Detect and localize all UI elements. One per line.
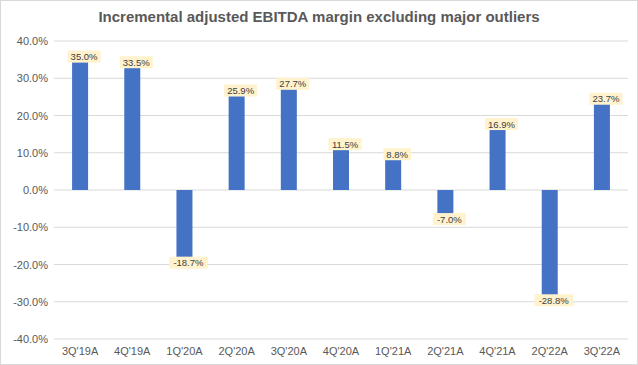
bar <box>437 190 453 216</box>
data-label: 23.7% <box>592 93 619 104</box>
x-tick-label: 1Q'21A <box>375 345 412 357</box>
y-tick-label: -30.0% <box>13 296 48 308</box>
data-label-box <box>120 56 153 68</box>
bar <box>490 127 506 190</box>
data-label-box <box>433 213 466 225</box>
bar <box>176 190 192 260</box>
x-tick-label: 3Q'20A <box>271 345 308 357</box>
y-tick-label: 0.0% <box>23 184 48 196</box>
chart-border <box>1 1 638 365</box>
data-label: -7.0% <box>437 214 462 225</box>
x-tick-label: 4Q'19A <box>114 345 151 357</box>
data-label: 33.5% <box>123 57 150 68</box>
grid-line <box>54 41 628 42</box>
data-label: 35.0% <box>71 51 98 62</box>
bar <box>72 60 88 190</box>
data-label: -18.7% <box>173 257 204 268</box>
bar <box>229 94 245 190</box>
data-label: 11.5% <box>332 139 359 150</box>
y-tick-label: -10.0% <box>13 221 48 233</box>
chart-title: Incremental adjusted EBITDA margin exclu… <box>98 8 539 25</box>
x-tick-label: 2Q'21A <box>427 345 464 357</box>
data-label-box <box>535 294 573 306</box>
data-label-box <box>276 78 309 90</box>
bar <box>124 65 140 190</box>
x-tick-label: 2Q'20A <box>218 345 255 357</box>
chart-container: Incremental adjusted EBITDA margin exclu… <box>0 0 638 365</box>
data-label-box <box>169 257 207 269</box>
bar <box>594 102 610 190</box>
data-label-box <box>329 138 362 150</box>
y-tick-label: 10.0% <box>17 147 48 159</box>
grid-line <box>54 339 628 340</box>
data-label: 27.7% <box>279 78 306 89</box>
bar <box>385 157 401 190</box>
bar <box>333 147 349 190</box>
grid <box>54 41 628 339</box>
y-tick-label: 30.0% <box>17 72 48 84</box>
x-tick-label: 4Q'21A <box>479 345 516 357</box>
bars <box>72 60 610 298</box>
x-tick-label: 3Q'19A <box>62 345 99 357</box>
data-label: 8.8% <box>386 149 408 160</box>
y-tick-label: -40.0% <box>13 333 48 345</box>
data-label-box <box>589 93 622 105</box>
bar <box>281 87 297 190</box>
data-label: 16.9% <box>488 119 515 130</box>
data-label: -28.8% <box>539 295 570 306</box>
data-label: 25.9% <box>227 85 254 96</box>
y-tick-label: 40.0% <box>17 35 48 47</box>
x-tick-label: 1Q'20A <box>166 345 203 357</box>
data-label-box <box>485 118 518 130</box>
x-tick-label: 3Q'22A <box>584 345 621 357</box>
y-tick-label: 20.0% <box>17 110 48 122</box>
x-tick-label: 4Q'20A <box>323 345 360 357</box>
x-tick-label: 2Q'22A <box>532 345 569 357</box>
data-label-box <box>383 148 411 160</box>
y-tick-label: -20.0% <box>13 259 48 271</box>
data-labels: 35.0% 33.5% -18.7% 25.9% 27.7% 11.5% 8.8% -7.0%… <box>68 51 623 307</box>
chart-svg: Incremental adjusted EBITDA margin exclu… <box>0 0 638 365</box>
bar <box>542 190 558 297</box>
data-label-box <box>68 51 101 63</box>
data-label-box <box>224 85 257 97</box>
